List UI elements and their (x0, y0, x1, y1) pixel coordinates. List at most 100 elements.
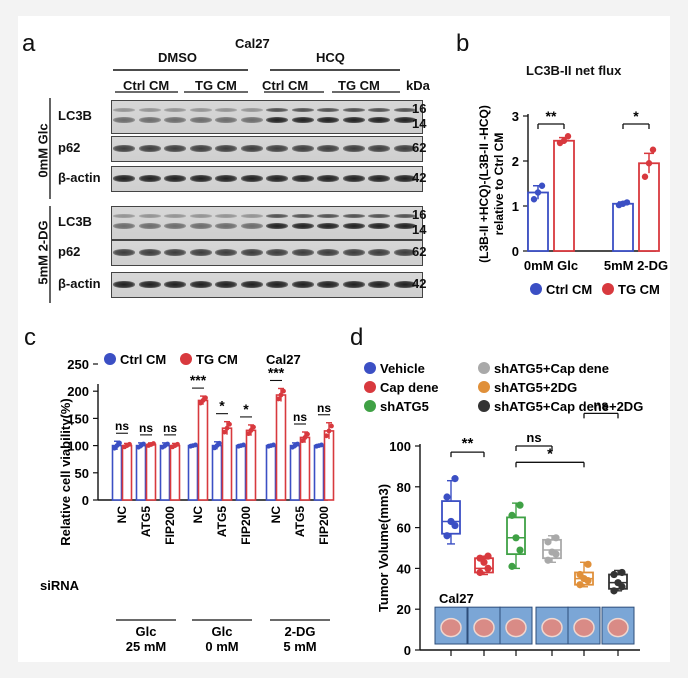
blot-protein-label: LC3B (58, 108, 92, 123)
figure: a Cal27 DMSO HCQ Ctrl CM TG CM Ctrl CM T… (18, 16, 670, 662)
x-tick-label: NC (115, 506, 129, 524)
y-tick-label: 2 (512, 154, 519, 169)
y-tick-label: 0 (404, 643, 411, 658)
group-label: 25 mM (126, 639, 166, 654)
bar (289, 444, 301, 501)
blot-band (138, 175, 161, 182)
group-label-dmso: DMSO (158, 50, 197, 65)
y-tick-label: 0 (82, 493, 89, 508)
group-label-hcq: HCQ (316, 50, 345, 65)
blot-band (291, 214, 314, 218)
box (441, 500, 461, 535)
blot-band (266, 108, 288, 112)
data-point (443, 493, 451, 501)
y-tick-label: 100 (389, 439, 411, 454)
blot-band (189, 145, 212, 152)
bar (235, 444, 247, 501)
data-point (300, 438, 305, 444)
y-tick-label: 50 (75, 466, 89, 481)
significance-label: * (547, 445, 553, 462)
blot-band (393, 223, 416, 229)
data-point (127, 441, 132, 447)
data-point (544, 538, 552, 546)
blot-band (266, 145, 288, 152)
data-point (451, 475, 459, 483)
group-label: Glc (212, 624, 233, 639)
blot-protein-label: p62 (58, 244, 81, 259)
y-axis-label: Tumor Volume(mm3) (376, 484, 391, 612)
blot-band (266, 223, 288, 229)
blot-band (189, 214, 212, 218)
blot-band (393, 175, 416, 182)
data-point (544, 556, 552, 564)
significance-label: ns (317, 401, 331, 415)
blot-strip (111, 272, 423, 298)
bar (197, 399, 209, 501)
blot-strip (111, 206, 423, 240)
x-tick-label: FIP200 (239, 506, 253, 545)
bar (135, 444, 147, 501)
data-point (141, 441, 146, 447)
data-point (548, 548, 556, 556)
bar (612, 202, 634, 252)
panel-c-letter: c (24, 324, 36, 351)
bar (313, 444, 325, 501)
blot-band (291, 249, 314, 256)
data-point (576, 581, 584, 589)
blot-band (368, 281, 390, 288)
panel-a-letter: a (22, 30, 36, 57)
kda-marker: 42 (412, 276, 427, 291)
data-point (217, 440, 222, 446)
blot-band (240, 117, 263, 123)
x-tick-label: FIP200 (317, 506, 331, 545)
data-point (302, 435, 308, 440)
bar (323, 430, 335, 501)
bar (527, 191, 549, 252)
blot-band (189, 117, 212, 123)
blot-band (368, 117, 390, 123)
data-point (222, 429, 227, 435)
blot-strip (111, 240, 423, 266)
blot-protein-label: LC3B (58, 214, 92, 229)
bar (121, 444, 133, 501)
blot-band (164, 145, 186, 152)
legend-label: TG CM (618, 282, 660, 297)
blot-section-label: 0mM Glc (35, 123, 51, 178)
blot-protein-label: p62 (58, 140, 81, 155)
data-point (326, 428, 332, 434)
blot-band (317, 249, 339, 256)
blot-band (240, 145, 263, 152)
blot-band (113, 249, 135, 256)
blot-band (138, 281, 161, 288)
blot-band (215, 223, 237, 229)
y-tick-label: 40 (397, 561, 411, 576)
cell-line-label: Cal27 (266, 352, 301, 367)
kda-marker: 16 (412, 207, 427, 222)
data-point (203, 395, 208, 401)
blot-band (215, 249, 237, 256)
legend-marker (478, 381, 490, 393)
blot-band (368, 108, 390, 112)
blot-band (215, 108, 237, 112)
sirna-label: siRNA (40, 578, 80, 593)
data-point (538, 182, 546, 189)
blot-band (215, 281, 237, 288)
blot-band (291, 108, 314, 112)
blot-band (266, 175, 288, 182)
data-point (447, 517, 455, 526)
cell-line-label: Cal27 (439, 591, 474, 606)
bar (211, 444, 223, 501)
data-point (443, 532, 451, 540)
blot-band (138, 223, 161, 229)
legend-label: Cap dene (380, 380, 439, 395)
blot-band (240, 281, 263, 288)
blot-band (240, 223, 263, 229)
legend-marker (602, 283, 614, 295)
blot-band (215, 214, 237, 218)
blot-band (113, 145, 135, 152)
blot-band (342, 281, 365, 288)
data-point (534, 189, 542, 196)
kda-marker: 14 (412, 222, 427, 237)
blot-band (240, 214, 263, 218)
y-tick-label: 20 (397, 602, 411, 617)
